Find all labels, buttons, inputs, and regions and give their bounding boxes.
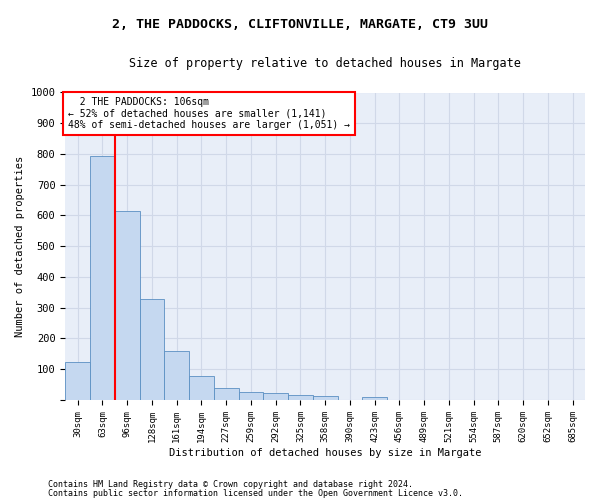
X-axis label: Distribution of detached houses by size in Margate: Distribution of detached houses by size …	[169, 448, 481, 458]
Bar	[90, 156, 115, 400]
Bar	[239, 392, 263, 400]
Bar	[140, 299, 164, 400]
Text: Contains public sector information licensed under the Open Government Licence v3: Contains public sector information licen…	[48, 488, 463, 498]
Bar	[115, 211, 140, 400]
Bar	[263, 393, 288, 400]
Bar	[313, 396, 338, 400]
Bar	[65, 362, 90, 400]
Bar	[288, 396, 313, 400]
Bar	[214, 388, 239, 400]
Text: Contains HM Land Registry data © Crown copyright and database right 2024.: Contains HM Land Registry data © Crown c…	[48, 480, 413, 489]
Bar	[164, 351, 189, 400]
Title: Size of property relative to detached houses in Margate: Size of property relative to detached ho…	[129, 58, 521, 70]
Text: 2, THE PADDOCKS, CLIFTONVILLE, MARGATE, CT9 3UU: 2, THE PADDOCKS, CLIFTONVILLE, MARGATE, …	[112, 18, 488, 30]
Bar	[189, 376, 214, 400]
Y-axis label: Number of detached properties: Number of detached properties	[15, 156, 25, 337]
Bar	[362, 397, 387, 400]
Text: 2 THE PADDOCKS: 106sqm
← 52% of detached houses are smaller (1,141)
48% of semi-: 2 THE PADDOCKS: 106sqm ← 52% of detached…	[68, 97, 350, 130]
